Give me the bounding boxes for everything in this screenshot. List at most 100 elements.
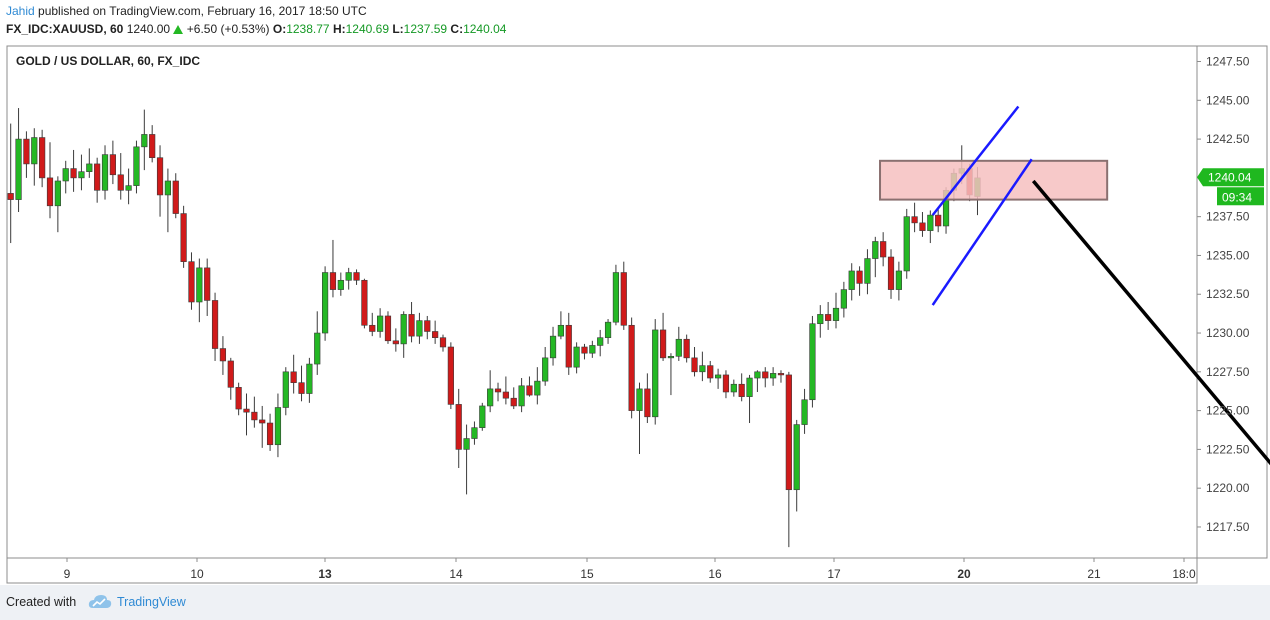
candle-body (573, 346, 580, 368)
tradingview-cloud-icon[interactable] (88, 594, 112, 610)
x-tick-label: 9 (64, 567, 71, 581)
candle (259, 405, 266, 448)
chart-header: Jahid published on TradingView.com, Febr… (0, 0, 1270, 44)
candle-body (825, 314, 832, 321)
candle-body (117, 174, 124, 191)
candle (683, 334, 690, 363)
candle (314, 311, 321, 375)
candle (565, 312, 572, 375)
candle-body (667, 356, 675, 359)
candle-body (251, 411, 258, 421)
candle (919, 212, 926, 237)
candle (298, 365, 305, 402)
candle-body (707, 365, 714, 379)
candlestick-chart[interactable]: GOLD / US DOLLAR, 60, FX_IDC 1247.50 1245… (0, 44, 1270, 585)
candle-body (746, 377, 753, 397)
candle-body (935, 214, 942, 227)
candle (754, 370, 761, 392)
candle (644, 373, 651, 424)
candle-body (604, 321, 612, 338)
change-value: +6.50 (+0.53%) (186, 22, 270, 36)
candle-body (730, 383, 737, 393)
candle (801, 388, 808, 434)
candle-body (510, 397, 517, 407)
candle-body (557, 324, 564, 337)
candle (23, 131, 30, 178)
candle (777, 370, 785, 383)
candle-body (62, 168, 69, 182)
candle-body (722, 374, 730, 393)
candle-body (565, 324, 572, 368)
x-tick-label: 15 (580, 567, 594, 581)
candle-body (683, 338, 690, 359)
publish-line: Jahid published on TradingView.com, Febr… (6, 4, 367, 18)
candle (384, 311, 392, 344)
ohlc-line: FX_IDC:XAUUSD, 60 1240.00 +6.50 (+0.53%)… (6, 22, 506, 36)
candle (133, 140, 140, 194)
candle (46, 142, 54, 219)
candle (196, 258, 203, 323)
candle-body (416, 320, 423, 337)
countdown-label: 09:34 (1222, 190, 1252, 204)
symbol-label[interactable]: FX_IDC:XAUUSD, 60 (6, 22, 124, 36)
candle-body (70, 168, 77, 179)
candle-body (266, 422, 274, 446)
y-tick-label: 1230.00 (1206, 326, 1250, 340)
candle (793, 419, 800, 512)
candle-body (392, 340, 399, 345)
y-tick-label: 1225.00 (1206, 404, 1250, 418)
candle-body (455, 404, 462, 450)
candle-body (400, 314, 407, 345)
candle (188, 252, 195, 310)
candle (361, 278, 368, 329)
candle-body (762, 371, 769, 379)
candle-body (927, 214, 934, 231)
candle (526, 376, 533, 397)
candle (730, 379, 737, 397)
close-label: C: (450, 22, 464, 36)
candle-body (180, 213, 187, 262)
candle-body (353, 272, 360, 281)
x-tick-label: 13 (318, 567, 332, 581)
candle (377, 308, 384, 338)
candle (825, 302, 832, 330)
candle (164, 168, 172, 233)
candle (880, 232, 887, 267)
candle-body (714, 374, 722, 379)
candle-body (754, 371, 761, 379)
tradingview-link[interactable]: TradingView (117, 595, 186, 609)
plot-frame (6, 45, 1198, 559)
candle-body (31, 137, 38, 165)
time-axis[interactable]: 9 10 13 14 15 16 17 20 21 18:0 (64, 558, 1196, 581)
candle-body (770, 373, 777, 379)
candle (667, 353, 675, 396)
candle (463, 424, 470, 495)
candle (479, 402, 486, 431)
candle (62, 160, 69, 194)
candle (699, 351, 706, 382)
candle (204, 258, 211, 316)
candle (840, 281, 847, 318)
candle-body (101, 154, 109, 191)
candle (738, 373, 745, 402)
candle-body (424, 320, 431, 332)
candle-body (345, 272, 352, 281)
candle (581, 343, 588, 360)
candle (707, 360, 714, 383)
author-link[interactable]: Jahid (6, 4, 35, 18)
candle-body (235, 387, 242, 410)
candle-body (94, 163, 101, 191)
candle (180, 205, 187, 268)
candle (534, 367, 541, 405)
candle (487, 370, 494, 413)
candle-body (817, 314, 824, 325)
chart-area[interactable]: GOLD / US DOLLAR, 60, FX_IDC 1247.50 1245… (0, 44, 1270, 585)
countdown-tag (1217, 187, 1264, 206)
candle-body (471, 427, 478, 439)
candle-body (691, 357, 698, 373)
candle (306, 357, 313, 403)
candle-body (903, 216, 910, 272)
y-tick-label: 1235.00 (1206, 248, 1250, 262)
candle (266, 413, 274, 451)
candle (510, 387, 517, 410)
